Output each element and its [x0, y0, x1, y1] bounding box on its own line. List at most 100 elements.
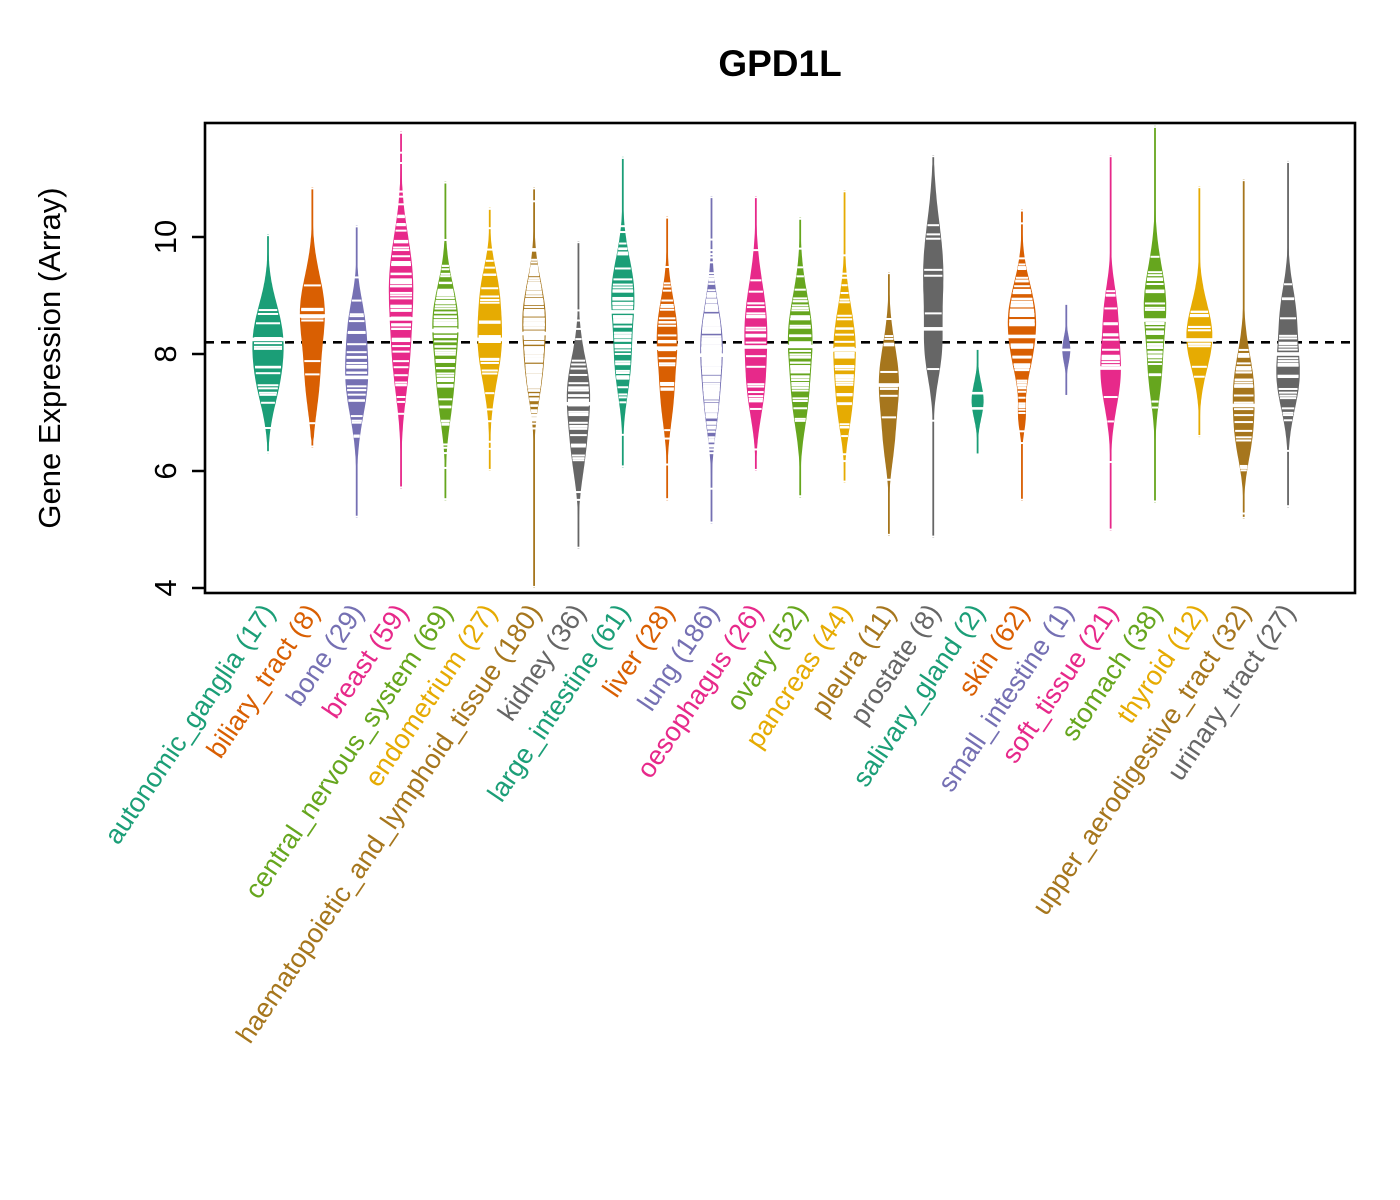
- data-tick: [524, 351, 544, 354]
- data-tick: [1010, 305, 1034, 308]
- data-tick: [658, 362, 676, 365]
- data-tick: [1101, 364, 1120, 367]
- data-tick: [835, 333, 854, 336]
- data-tick: [525, 369, 543, 372]
- data-tick: [835, 374, 854, 377]
- data-tick: [436, 293, 454, 296]
- data-tick: [434, 349, 457, 352]
- data-tick: [790, 366, 811, 369]
- data-tick: [619, 157, 626, 159]
- data-tick: [701, 349, 722, 352]
- violin-thyroid: [1182, 186, 1217, 438]
- data-tick: [708, 249, 715, 252]
- data-tick: [792, 300, 808, 303]
- data-tick: [702, 380, 721, 383]
- data-tick: [614, 345, 632, 348]
- violin-upper_aerodigestive_tract: [1228, 179, 1259, 519]
- data-tick: [525, 366, 543, 369]
- data-tick: [708, 261, 715, 264]
- data-tick: [1196, 435, 1203, 437]
- data-tick: [662, 289, 672, 292]
- data-tick: [436, 296, 455, 299]
- data-tick: [704, 400, 719, 403]
- data-tick: [618, 393, 628, 396]
- data-tick: [350, 415, 363, 418]
- data-tick: [701, 351, 722, 354]
- data-tick: [789, 349, 812, 352]
- data-tick: [657, 341, 677, 344]
- data-tick: [790, 315, 810, 318]
- data-tick: [568, 412, 589, 415]
- data-tick: [1018, 498, 1025, 501]
- data-tick: [571, 363, 586, 366]
- violin-central_nervous_system: [428, 181, 463, 501]
- data-tick: [568, 389, 589, 392]
- data-tick: [879, 387, 898, 390]
- data-tick: [525, 292, 543, 295]
- data-tick: [255, 372, 281, 375]
- median-line: [473, 337, 506, 342]
- data-tick: [437, 383, 454, 386]
- data-tick: [1236, 439, 1252, 442]
- data-tick: [885, 478, 892, 481]
- data-tick: [926, 237, 941, 240]
- data-tick: [701, 340, 722, 343]
- data-tick: [708, 438, 715, 441]
- data-tick: [526, 376, 542, 379]
- data-tick: [834, 351, 855, 354]
- data-tick: [526, 287, 542, 290]
- data-tick: [1236, 362, 1251, 365]
- data-tick: [1279, 397, 1297, 400]
- data-tick: [1103, 396, 1118, 399]
- data-tick: [1235, 429, 1253, 432]
- data-tick: [528, 279, 541, 282]
- data-tick: [353, 434, 360, 437]
- data-tick: [747, 302, 765, 305]
- data-tick: [525, 297, 544, 300]
- data-tick: [348, 320, 365, 323]
- median-line: [518, 331, 550, 336]
- data-tick: [347, 393, 366, 396]
- plot-area: autonomic_ganglia (17)biliary_tract (8)b…: [98, 121, 1357, 1048]
- data-tick: [885, 272, 892, 275]
- data-tick: [748, 397, 763, 400]
- median-line: [1140, 318, 1170, 322]
- data-tick: [750, 279, 762, 282]
- data-tick: [391, 327, 411, 330]
- data-tick: [659, 364, 676, 367]
- data-tick: [301, 309, 324, 312]
- data-tick: [567, 398, 589, 401]
- data-tick: [435, 360, 456, 363]
- violin-oesophagus: [740, 196, 772, 472]
- data-tick: [930, 155, 937, 158]
- data-tick: [433, 324, 458, 327]
- data-tick: [927, 224, 940, 227]
- data-tick: [664, 429, 671, 432]
- data-tick: [790, 368, 811, 371]
- data-tick: [569, 373, 588, 376]
- data-tick: [747, 383, 765, 386]
- data-tick: [397, 400, 405, 403]
- data-tick: [478, 320, 501, 323]
- violin-soft_tissue: [1096, 155, 1125, 531]
- data-tick: [1018, 430, 1025, 433]
- data-tick: [528, 277, 540, 280]
- data-tick: [615, 360, 631, 363]
- data-tick: [567, 394, 589, 397]
- data-tick: [1010, 346, 1033, 349]
- data-tick: [612, 298, 634, 301]
- data-tick: [745, 355, 766, 358]
- data-tick: [398, 195, 405, 198]
- data-tick: [704, 403, 719, 406]
- data-tick: [437, 384, 454, 387]
- data-tick: [747, 391, 764, 394]
- data-tick: [569, 425, 588, 428]
- data-tick: [615, 371, 630, 374]
- data-tick: [658, 324, 677, 327]
- data-tick: [708, 275, 715, 278]
- data-tick: [615, 362, 631, 365]
- data-tick: [701, 364, 722, 367]
- data-tick: [708, 436, 715, 439]
- data-tick: [527, 381, 542, 384]
- data-tick: [390, 282, 412, 285]
